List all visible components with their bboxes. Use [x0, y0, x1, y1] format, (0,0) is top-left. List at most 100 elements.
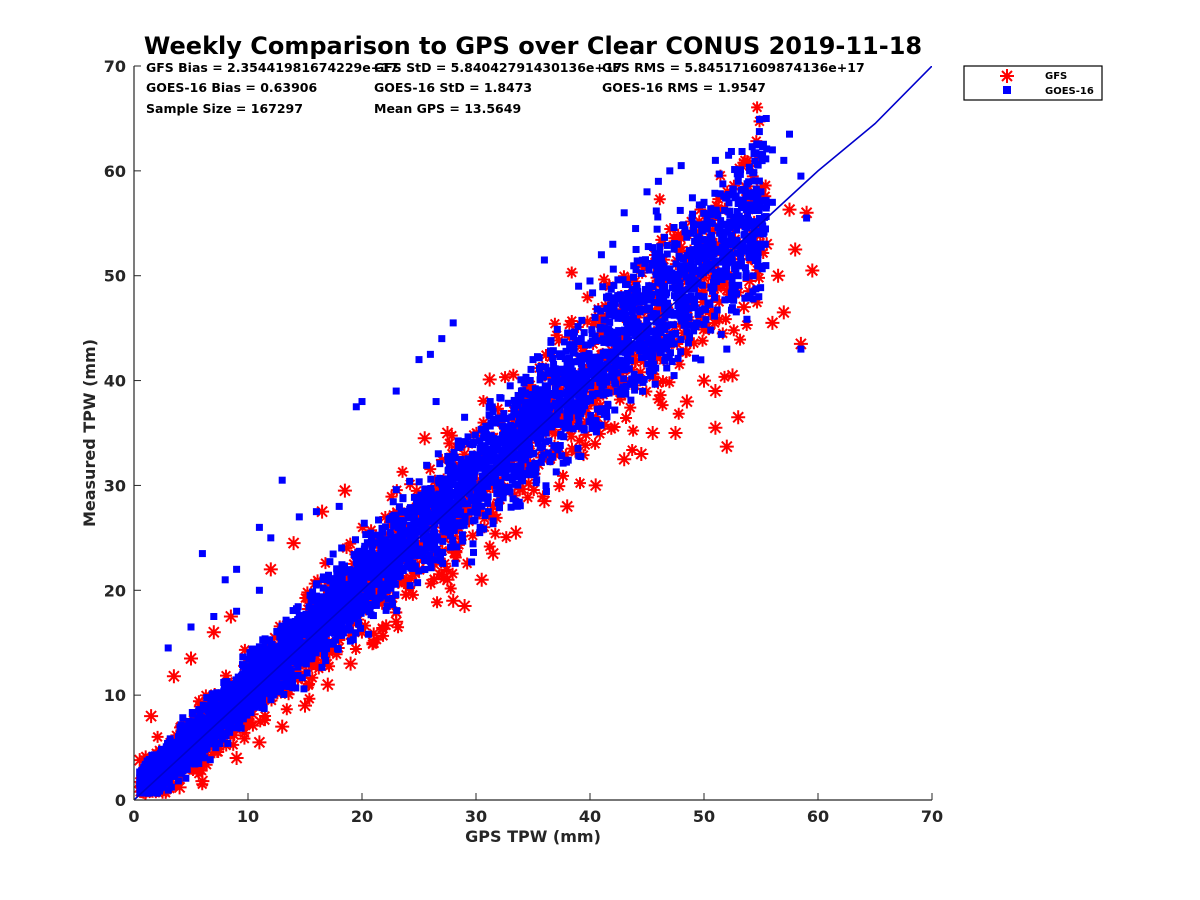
- goes16-point: [624, 329, 632, 337]
- goes16-point: [267, 696, 275, 704]
- goes16-point: [603, 328, 611, 336]
- goes16-point: [274, 680, 282, 688]
- goes16-point: [701, 220, 709, 228]
- goes16-point: [326, 577, 334, 585]
- goes16-point: [415, 478, 423, 486]
- gfs-point: [579, 428, 592, 441]
- goes16-point: [681, 314, 689, 322]
- goes16-point: [655, 322, 663, 330]
- goes16-point: [565, 357, 573, 365]
- goes16-point: [564, 456, 572, 464]
- goes16-point: [645, 304, 653, 312]
- goes16-point: [261, 648, 269, 656]
- goes16-point: [706, 262, 714, 270]
- gfs-point: [443, 437, 456, 450]
- goes16-point: [618, 314, 626, 322]
- gfs-point: [258, 714, 271, 727]
- goes16-point: [434, 450, 442, 458]
- goes16-point: [599, 349, 607, 357]
- goes16-point: [625, 322, 633, 330]
- gfs-point: [552, 334, 565, 347]
- gfs-point: [679, 331, 692, 344]
- goes16-point: [351, 536, 359, 544]
- goes16-point: [587, 339, 595, 347]
- goes16-point: [714, 223, 722, 231]
- gfs-point: [254, 715, 267, 728]
- goes16-point: [636, 332, 644, 340]
- goes16-point: [750, 245, 758, 253]
- goes16-point: [743, 224, 751, 232]
- goes16-point: [255, 643, 263, 651]
- goes16-point: [508, 413, 516, 421]
- goes16-point: [589, 289, 597, 297]
- goes16-point: [731, 261, 739, 269]
- gfs-point: [565, 315, 578, 328]
- goes16-point: [528, 401, 536, 409]
- goes16-point: [647, 296, 655, 304]
- goes16-point: [624, 289, 632, 297]
- goes16-point: [538, 393, 546, 401]
- goes16-point: [288, 672, 296, 680]
- gfs-point: [757, 247, 770, 260]
- gfs-point: [499, 371, 512, 384]
- stat-r1-c2: GOES-16 RMS = 1.9547: [602, 80, 766, 95]
- goes16-point: [608, 370, 616, 378]
- goes16-point: [676, 281, 684, 289]
- goes16-point: [702, 258, 710, 266]
- goes16-point: [517, 376, 525, 384]
- goes16-point: [177, 721, 185, 729]
- goes16-point: [662, 353, 670, 361]
- gfs-point: [513, 483, 526, 496]
- goes16-point: [726, 207, 734, 215]
- gfs-point: [286, 536, 301, 551]
- goes16-point: [738, 148, 746, 156]
- gfs-point: [560, 499, 575, 514]
- goes16-point: [553, 379, 561, 387]
- goes16-point: [661, 305, 669, 313]
- goes16-point: [392, 545, 400, 553]
- goes16-point: [685, 265, 693, 273]
- goes16-point: [179, 763, 187, 771]
- goes16-point: [494, 446, 502, 454]
- gfs-point: [539, 349, 552, 362]
- gfs-point: [663, 376, 676, 389]
- goes16-point: [666, 265, 674, 273]
- goes16-point: [656, 338, 664, 346]
- gfs-point: [463, 515, 476, 528]
- goes16-point: [298, 674, 306, 682]
- goes16-point: [713, 306, 721, 314]
- goes16-point: [312, 581, 320, 589]
- goes16-point: [607, 301, 615, 309]
- gfs-point: [672, 228, 685, 241]
- goes16-point: [517, 397, 525, 405]
- gfs-point: [805, 263, 820, 278]
- goes16-point: [694, 266, 702, 274]
- goes16-point: [642, 331, 650, 339]
- goes16-point: [727, 306, 735, 314]
- goes16-point: [755, 177, 763, 185]
- goes16-point: [492, 482, 500, 490]
- gfs-point: [617, 452, 632, 467]
- goes16-point: [464, 433, 472, 441]
- goes16-point: [526, 377, 534, 385]
- goes16-point: [711, 189, 719, 197]
- goes16-point: [682, 273, 690, 281]
- goes16-point: [661, 357, 669, 365]
- gfs-point: [537, 494, 552, 509]
- goes16-point: [751, 189, 759, 197]
- goes16-point: [762, 115, 770, 123]
- goes16-point: [309, 647, 317, 655]
- goes16-point: [397, 517, 405, 525]
- gfs-point: [491, 402, 504, 415]
- goes16-point: [661, 233, 669, 241]
- goes16-point: [517, 459, 525, 467]
- goes16-point: [749, 272, 757, 280]
- goes16-point: [749, 193, 757, 201]
- goes16-point: [636, 308, 644, 316]
- goes16-point: [698, 281, 706, 289]
- goes16-point: [496, 439, 504, 447]
- goes16-point: [253, 646, 261, 654]
- goes16-point: [722, 194, 730, 202]
- goes16-point: [447, 501, 455, 509]
- goes16-point: [347, 585, 355, 593]
